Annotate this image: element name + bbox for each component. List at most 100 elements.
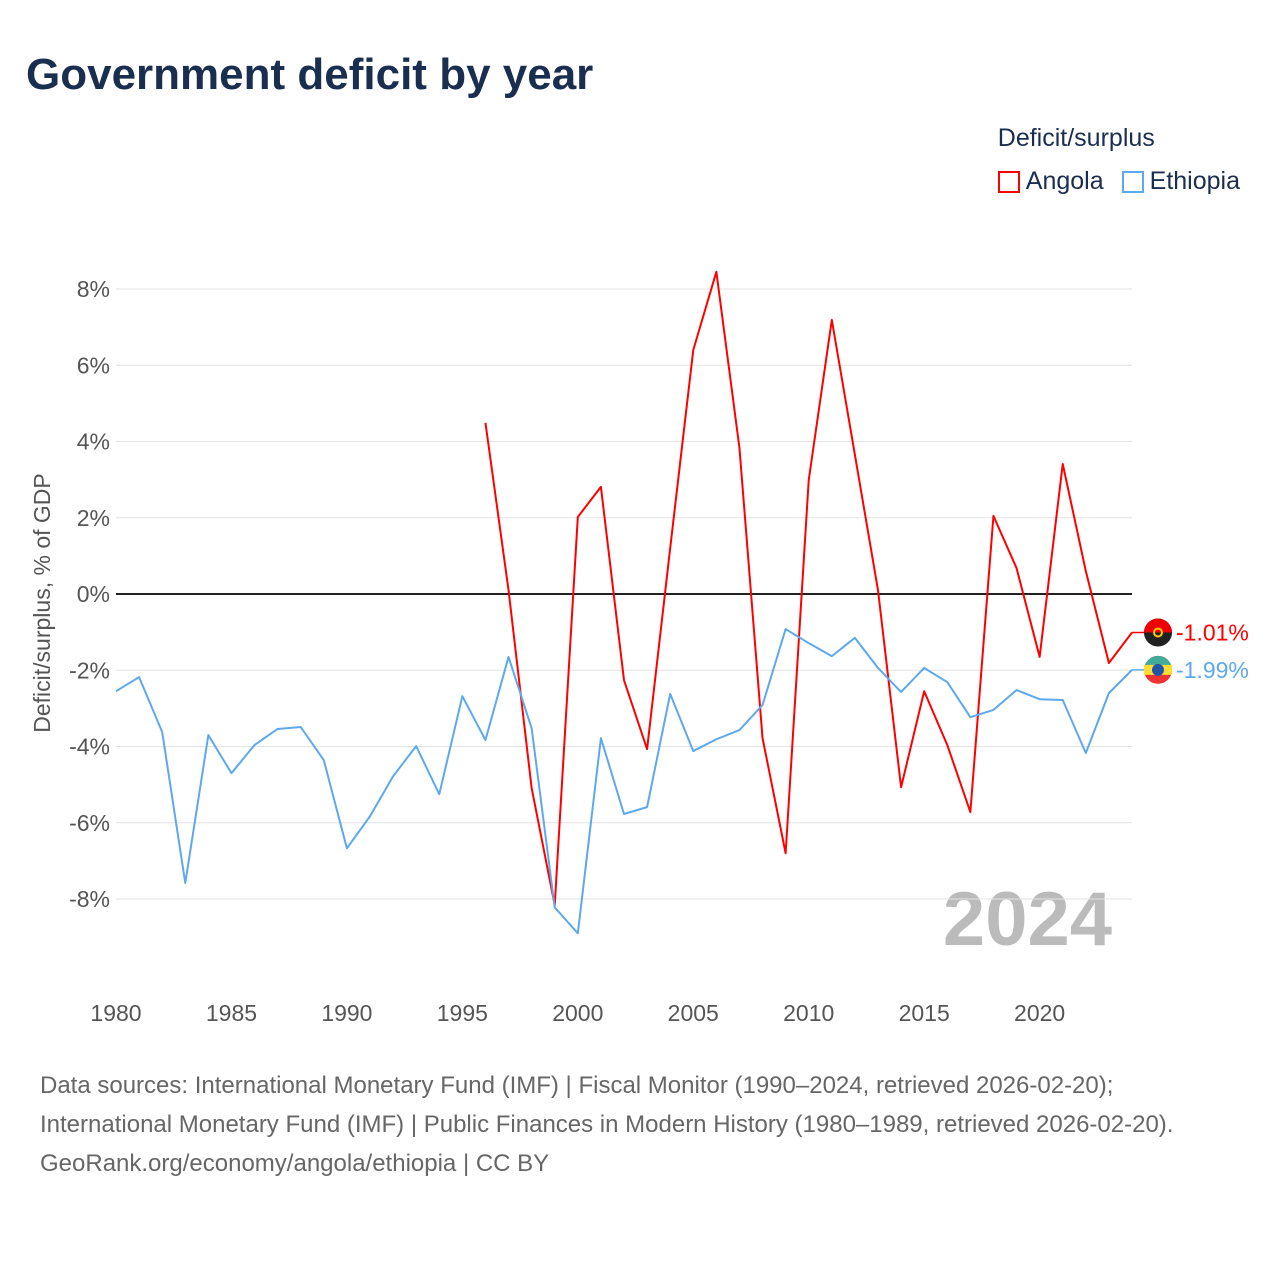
data-point-angola xyxy=(667,545,673,551)
data-point-ethiopia xyxy=(575,930,581,936)
y-tick-label: 2% xyxy=(77,505,110,531)
legend: Deficit/surplus Angola Ethiopia xyxy=(997,124,1240,196)
data-point-ethiopia xyxy=(736,727,742,733)
data-point-ethiopia xyxy=(182,880,188,886)
end-label-angola: -1.01% xyxy=(1176,620,1249,646)
data-point-ethiopia xyxy=(436,791,442,797)
data-point-ethiopia xyxy=(205,732,211,738)
data-point-angola xyxy=(921,688,927,694)
x-tick-label: 2000 xyxy=(552,1000,603,1026)
data-point-angola xyxy=(575,514,581,520)
data-point-ethiopia xyxy=(1014,687,1020,693)
data-point-angola xyxy=(990,513,996,519)
data-point-ethiopia xyxy=(921,665,927,671)
data-point-angola xyxy=(829,317,835,323)
data-point-angola xyxy=(852,452,858,458)
x-tick-label: 1980 xyxy=(90,1000,141,1026)
data-point-ethiopia xyxy=(228,770,234,776)
data-point-ethiopia xyxy=(1106,690,1112,696)
data-point-ethiopia xyxy=(598,735,604,741)
data-point-angola xyxy=(898,784,904,790)
data-point-ethiopia xyxy=(644,804,650,810)
data-point-ethiopia xyxy=(944,679,950,685)
data-point-ethiopia xyxy=(1060,697,1066,703)
data-point-ethiopia xyxy=(275,726,281,732)
data-point-ethiopia xyxy=(159,729,165,735)
legend-swatch-angola xyxy=(997,170,1020,193)
y-tick-label: -2% xyxy=(69,657,110,683)
x-tick-label: 2020 xyxy=(1014,1000,1065,1026)
data-point-ethiopia xyxy=(298,724,304,730)
y-tick-label: 8% xyxy=(77,276,110,302)
data-point-ethiopia xyxy=(829,653,835,659)
data-point-ethiopia xyxy=(852,635,858,641)
x-tick-label: 2015 xyxy=(899,1000,950,1026)
data-point-angola xyxy=(875,587,881,593)
x-tick-label: 1990 xyxy=(321,1000,372,1026)
data-point-angola xyxy=(621,677,627,683)
data-point-ethiopia xyxy=(252,742,258,748)
data-point-ethiopia xyxy=(529,725,535,731)
data-point-ethiopia xyxy=(898,689,904,695)
data-point-ethiopia xyxy=(552,904,558,910)
data-point-angola xyxy=(806,477,812,483)
data-point-angola xyxy=(760,735,766,741)
legend-swatch-ethiopia xyxy=(1121,170,1144,193)
ethiopia-flag-emblem xyxy=(1152,663,1164,676)
data-point-ethiopia xyxy=(344,845,350,851)
y-tick-label: 6% xyxy=(77,352,110,378)
legend-title: Deficit/surplus xyxy=(997,124,1155,152)
y-tick-label: 0% xyxy=(77,581,110,607)
legend-label-angola: Angola xyxy=(1025,167,1104,195)
legend-item-angola[interactable]: Angola xyxy=(997,167,1104,196)
data-point-ethiopia xyxy=(783,626,789,632)
data-point-angola xyxy=(690,347,696,353)
attribution-link[interactable]: GeoRank.org/economy/angola/ethiopia | CC… xyxy=(40,1150,550,1177)
data-point-angola xyxy=(967,809,973,815)
data-point-ethiopia xyxy=(621,811,627,817)
legend-item-ethiopia[interactable]: Ethiopia xyxy=(1121,167,1240,196)
footer: Data sources: International Monetary Fun… xyxy=(40,1066,1240,1183)
data-point-ethiopia xyxy=(136,674,142,680)
data-point-ethiopia xyxy=(413,743,419,749)
chart-title: Government deficit by year xyxy=(26,50,594,99)
data-point-angola xyxy=(1014,565,1020,571)
legend-label-ethiopia: Ethiopia xyxy=(1149,167,1240,195)
data-point-ethiopia xyxy=(1037,696,1043,702)
data-point-ethiopia xyxy=(760,702,766,708)
data-sources: Data sources: International Monetary Fun… xyxy=(40,1072,1174,1138)
series-line-angola xyxy=(484,270,1133,907)
angola-flag-emblem xyxy=(1153,627,1163,638)
data-point-ethiopia xyxy=(967,714,973,720)
data-point-angola xyxy=(713,269,719,275)
y-axis-label: Deficit/surplus, % of GDP xyxy=(29,473,55,732)
series-line-ethiopia xyxy=(115,628,1133,935)
data-point-angola xyxy=(1060,461,1066,467)
data-point-ethiopia xyxy=(321,757,327,763)
data-point-ethiopia xyxy=(1083,750,1089,756)
x-tick-label: 2010 xyxy=(783,1000,834,1026)
angola-flag-top xyxy=(1144,618,1172,633)
data-point-ethiopia xyxy=(459,693,465,699)
y-tick-label: -4% xyxy=(69,734,110,760)
data-point-angola xyxy=(736,445,742,451)
end-label-ethiopia: -1.99% xyxy=(1176,657,1249,683)
data-point-ethiopia xyxy=(113,688,119,694)
data-point-angola xyxy=(644,746,650,752)
data-point-ethiopia xyxy=(667,691,673,697)
data-point-ethiopia xyxy=(506,654,512,660)
data-point-ethiopia xyxy=(482,737,488,743)
data-point-ethiopia xyxy=(713,736,719,742)
year-watermark: 2024 xyxy=(943,877,1112,962)
data-point-ethiopia xyxy=(690,748,696,754)
data-point-angola xyxy=(482,420,488,426)
data-point-angola xyxy=(506,587,512,593)
y-tick-label: 4% xyxy=(77,429,110,455)
x-tick-label: 1985 xyxy=(206,1000,257,1026)
data-point-ethiopia xyxy=(390,773,396,779)
data-point-angola xyxy=(598,484,604,490)
y-tick-label: -8% xyxy=(69,886,110,912)
data-point-angola xyxy=(783,850,789,856)
data-point-ethiopia xyxy=(367,813,373,819)
